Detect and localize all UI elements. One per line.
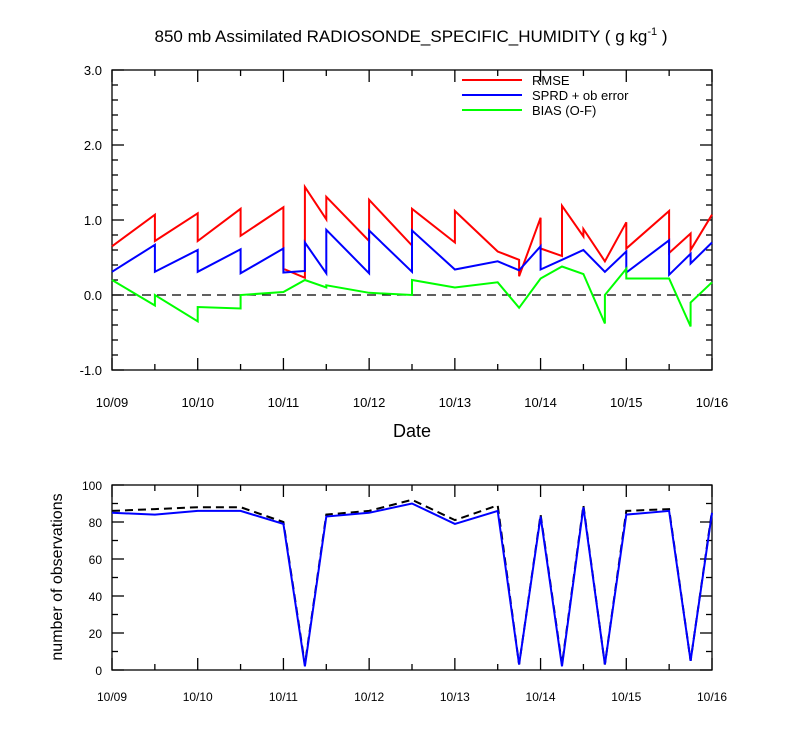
y-tick-label: 0 xyxy=(95,664,102,678)
axis-ticks xyxy=(111,69,713,371)
chart-title: 850 mb Assimilated RADIOSONDE_SPECIFIC_H… xyxy=(155,26,668,46)
x-tick-label: 10/15 xyxy=(611,690,641,704)
series-line-rmse xyxy=(111,183,713,280)
x-tick-label: 10/09 xyxy=(97,690,127,704)
x-tick-label: 10/16 xyxy=(697,690,727,704)
plot-frame xyxy=(111,484,713,671)
series-line-assimilated-observations xyxy=(111,502,713,667)
y-tick-label: 40 xyxy=(89,590,103,604)
y-tick-labels: -1.0 0.0 1.0 2.0 3.0 xyxy=(80,63,102,378)
series-line-possible-observations xyxy=(111,498,713,665)
legend-label: SPRD + ob error xyxy=(532,88,629,103)
x-tick-label: 10/11 xyxy=(269,690,298,704)
x-tick-label: 10/10 xyxy=(183,690,213,704)
x-tick-label: 10/10 xyxy=(181,395,214,410)
y-tick-label: 80 xyxy=(89,516,103,530)
x-tick-label: 10/13 xyxy=(440,690,470,704)
x-tick-label: 10/11 xyxy=(268,395,300,410)
x-tick-label: 10/15 xyxy=(610,395,643,410)
x-tick-label: 10/16 xyxy=(696,395,729,410)
y-tick-label: 3.0 xyxy=(84,63,102,78)
x-tick-label: 10/13 xyxy=(439,395,472,410)
y-tick-label: 0.0 xyxy=(84,288,102,303)
axis-ticks xyxy=(111,484,713,671)
series-group xyxy=(111,183,713,327)
y-tick-label: 20 xyxy=(89,627,103,641)
x-tick-label: 10/14 xyxy=(526,690,556,704)
y-tick-label: 1.0 xyxy=(84,213,102,228)
series-line-bias-o-f xyxy=(111,265,713,327)
y-tick-label: 100 xyxy=(82,479,102,493)
legend-label: RMSE xyxy=(532,73,570,88)
y-axis-label: number of observations xyxy=(49,493,66,660)
legend-label: BIAS (O-F) xyxy=(532,103,596,118)
x-tick-label: 10/12 xyxy=(354,690,384,704)
x-axis-label: Date xyxy=(393,421,431,441)
x-tick-label: 10/12 xyxy=(353,395,386,410)
x-tick-label: 10/14 xyxy=(524,395,557,410)
x-tick-labels: 10/09 10/10 10/11 10/12 10/13 10/14 10/15 10/16 xyxy=(96,395,729,410)
x-tick-label: 10/09 xyxy=(96,395,129,410)
series-group xyxy=(111,498,713,667)
y-tick-label: 2.0 xyxy=(84,138,102,153)
rmse-chart: 850 mb Assimilated RADIOSONDE_SPECIFIC_H… xyxy=(80,26,729,441)
y-tick-labels: 0 20 40 60 80 100 xyxy=(82,479,102,678)
y-tick-label: 60 xyxy=(89,553,103,567)
observations-chart: 10/09 10/10 10/11 10/12 10/13 10/14 10/15 10/16… xyxy=(49,479,727,704)
y-tick-label: -1.0 xyxy=(80,363,102,378)
x-tick-labels: 10/09 10/10 10/11 10/12 10/13 10/14 10/15 10/16 xyxy=(97,690,727,704)
